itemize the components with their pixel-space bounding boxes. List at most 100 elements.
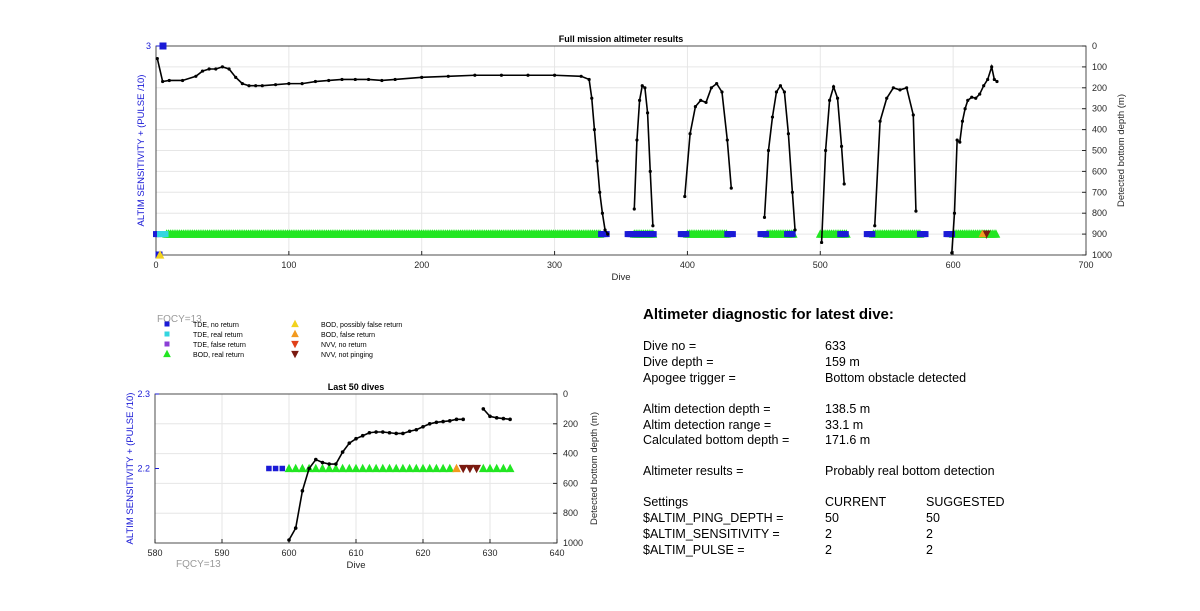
- legend-label: BOD, false return: [321, 332, 375, 339]
- depth-point: [786, 132, 791, 136]
- depth-point: [978, 92, 982, 96]
- y-right-tick-label: 600: [563, 478, 578, 488]
- depth-point: [982, 84, 986, 88]
- depth-point: [579, 74, 583, 78]
- depth-point: [598, 190, 602, 194]
- depth-point: [254, 84, 258, 88]
- depth-series-line: [633, 84, 654, 226]
- tde-no-return-marker: [869, 231, 876, 238]
- y-left-tick-label: 2.3: [137, 389, 150, 399]
- bod-real-return-marker: [505, 463, 515, 473]
- legend-label: NVV, no return: [321, 342, 367, 349]
- depth-point: [729, 186, 733, 190]
- tde-no-return-marker: [949, 231, 956, 238]
- depth-point: [651, 224, 655, 228]
- x-tick-label: 600: [946, 260, 961, 270]
- depth-point: [720, 90, 724, 94]
- depth-point: [441, 419, 445, 424]
- depth-point: [427, 422, 432, 426]
- depth-point: [501, 416, 506, 421]
- depth-series-line: [683, 82, 733, 197]
- bod-real-return-marker: [485, 463, 495, 473]
- bod-real-return-marker: [418, 463, 428, 473]
- y-right-tick-label: 1000: [1092, 250, 1112, 260]
- bod-real-return-marker: [398, 463, 408, 473]
- y-right-tick-label: 800: [563, 508, 578, 518]
- tde-no-return-marker: [922, 231, 929, 238]
- depth-point: [603, 228, 607, 232]
- depth-point: [508, 417, 512, 422]
- depth-point: [434, 420, 439, 425]
- legend-marker: [291, 350, 299, 359]
- depth-point: [952, 211, 957, 215]
- depth-point: [354, 436, 358, 441]
- depth-point: [766, 148, 771, 153]
- depth-point: [725, 138, 729, 142]
- depth-point: [587, 77, 591, 82]
- depth-point: [401, 431, 405, 436]
- depth-point: [950, 251, 954, 255]
- pulse-label: $ALTIM_PULSE =: [643, 543, 745, 557]
- depth-point: [360, 433, 365, 438]
- depth-point: [314, 457, 318, 462]
- depth-point: [898, 88, 902, 92]
- depth-point: [420, 75, 424, 79]
- y-right-tick-label: 0: [563, 389, 568, 399]
- bod-real-return-marker: [298, 463, 307, 473]
- depth-series-line: [156, 58, 609, 235]
- altim-detection-range-label: Altim detection range =: [643, 418, 772, 432]
- pulse-current: 2: [825, 543, 832, 557]
- depth-point: [473, 73, 477, 77]
- depth-point: [327, 462, 332, 466]
- fqcy-label-top: FQCY=13: [157, 314, 202, 325]
- depth-point: [995, 79, 999, 84]
- depth-point: [842, 182, 846, 186]
- x-tick-label: 400: [680, 260, 695, 270]
- altim-detection-depth-label: Altim detection depth =: [643, 402, 771, 416]
- depth-point: [340, 450, 345, 454]
- depth-point: [885, 96, 889, 100]
- x-tick-label: 0: [153, 260, 158, 270]
- legend-marker: [291, 319, 299, 328]
- depth-point: [699, 98, 703, 102]
- legend-label: TDE, no return: [193, 322, 239, 329]
- tde-no-return-marker: [789, 231, 796, 238]
- bod-real-return-marker: [291, 463, 301, 473]
- depth-point: [835, 96, 840, 100]
- depth-point: [955, 138, 959, 142]
- depth-point: [220, 65, 225, 69]
- legend-marker: [291, 340, 299, 349]
- depth-point: [600, 211, 605, 215]
- bod-real-return-marker: [358, 463, 368, 473]
- depth-point: [774, 90, 779, 94]
- depth-point: [778, 84, 783, 88]
- depth-point: [891, 86, 895, 90]
- bod-possibly-false-marker: [155, 250, 165, 259]
- depth-point: [770, 115, 775, 119]
- altim-detection-depth-value: 138.5 m: [825, 402, 871, 416]
- bod-real-return-marker: [991, 229, 1001, 238]
- tde-no-return-marker: [683, 231, 690, 238]
- tde-no-return-marker: [729, 231, 736, 238]
- depth-point: [307, 466, 311, 471]
- bod-real-return-marker: [318, 463, 327, 473]
- bod-real-return-marker: [311, 463, 321, 473]
- depth-point: [260, 84, 264, 88]
- sensitivity-current: 2: [825, 527, 832, 541]
- depth-point: [590, 96, 594, 100]
- depth-point: [414, 427, 419, 432]
- depth-point: [366, 77, 371, 82]
- depth-point: [488, 414, 492, 419]
- depth-point: [214, 67, 218, 71]
- y-right-axis-label: Detected bottom depth (m): [1116, 94, 1127, 207]
- depth-point: [407, 429, 412, 434]
- depth-point: [648, 169, 652, 173]
- depth-point: [367, 430, 372, 435]
- y-left-axis-label: ALTIM SENSITIVITY + (PULSE /10): [125, 393, 136, 545]
- depth-point: [704, 100, 708, 105]
- depth-point: [966, 98, 970, 102]
- ping-depth-current: 50: [825, 511, 839, 525]
- depth-point: [353, 77, 357, 82]
- depth-point: [287, 82, 291, 86]
